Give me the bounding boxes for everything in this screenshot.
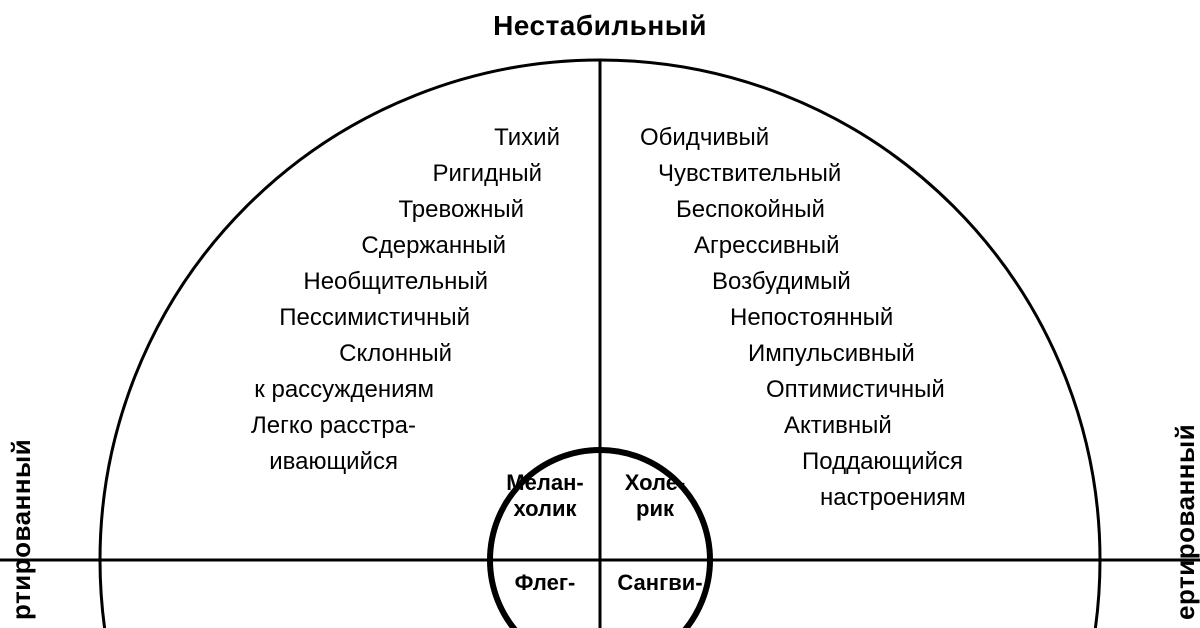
inner-label-melancholic: Мелан- холик [485, 470, 605, 522]
trait-line: Непостоянный [640, 300, 1080, 336]
trait-line: Тревожный [120, 192, 560, 228]
trait-line: Возбудимый [640, 264, 1080, 300]
trait-line: Пессимистичный [120, 300, 560, 336]
trait-line: к рассуждениям [120, 372, 560, 408]
trait-line: Обидчивый [640, 120, 1080, 156]
trait-line: Импульсивный [640, 336, 1080, 372]
trait-line: Склонный [120, 336, 560, 372]
traits-top-right: ОбидчивыйЧувствительныйБеспокойныйАгресс… [640, 120, 1080, 516]
axis-label-top: Нестабильный [0, 10, 1200, 42]
trait-line: Беспокойный [640, 192, 1080, 228]
inner-label-phlegmatic: Флег- [485, 570, 605, 596]
trait-line: Чувствительный [640, 156, 1080, 192]
trait-line: Легко расстра- [120, 408, 560, 444]
inner-label-sanguine: Сангви- [600, 570, 720, 596]
trait-line: Сдержанный [120, 228, 560, 264]
trait-line: Ригидный [120, 156, 560, 192]
axis-label-right: ертированный [1170, 300, 1200, 620]
inner-label-choleric: Холе- рик [595, 470, 715, 522]
trait-line: Активный [640, 408, 1080, 444]
trait-line: Агрессивный [640, 228, 1080, 264]
trait-line: Оптимистичный [640, 372, 1080, 408]
diagram-stage: Нестабильный ртированный ертированный Ти… [0, 0, 1200, 628]
trait-line: Необщительный [120, 264, 560, 300]
axis-label-left: ртированный [6, 320, 37, 620]
trait-line: Тихий [120, 120, 560, 156]
traits-top-left: ТихийРигидныйТревожныйСдержанныйНеобщите… [120, 120, 560, 480]
